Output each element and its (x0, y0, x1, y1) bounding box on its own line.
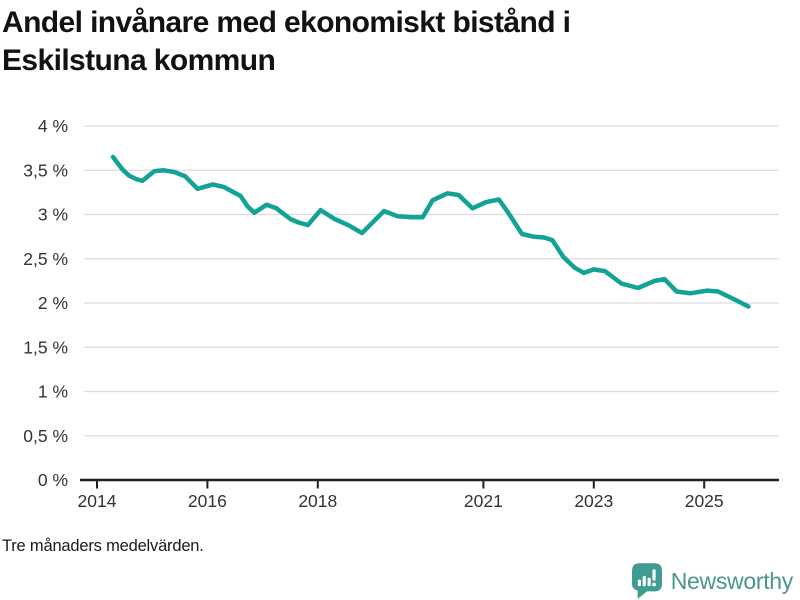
x-tick-label: 2016 (188, 491, 227, 511)
x-tick-label: 2014 (78, 491, 117, 511)
page-title-line2: Eskilstuna kommun (2, 44, 276, 77)
page-title-line1: Andel invånare med ekonomiskt bistånd i (2, 6, 571, 39)
y-tick-label: 2 % (38, 293, 68, 313)
y-tick-label: 1,5 % (23, 337, 68, 357)
y-tick-label: 0 % (38, 470, 68, 490)
y-tick-label: 2,5 % (23, 249, 68, 269)
x-tick-label: 2025 (685, 491, 724, 511)
newsworthy-wordmark: Newsworthy (670, 567, 794, 594)
y-tick-label: 3 % (38, 205, 68, 225)
y-tick-label: 1 % (38, 382, 68, 402)
chart-footnote: Tre månaders medelvärden. (2, 537, 204, 555)
y-tick-label: 4 % (38, 116, 68, 136)
y-tick-label: 3,5 % (23, 160, 68, 180)
data-line (110, 154, 751, 309)
x-tick-label: 2018 (298, 491, 337, 511)
newsworthy-bubble-barchart-icon (631, 563, 662, 599)
page-title: Andel invånare med ekonomiskt bistånd i … (2, 4, 571, 80)
y-tick-label: 0,5 % (23, 426, 68, 446)
newsworthy-logo: Newsworthy (631, 563, 794, 599)
x-tick-label: 2021 (464, 491, 503, 511)
x-tick-label: 2023 (574, 491, 613, 511)
